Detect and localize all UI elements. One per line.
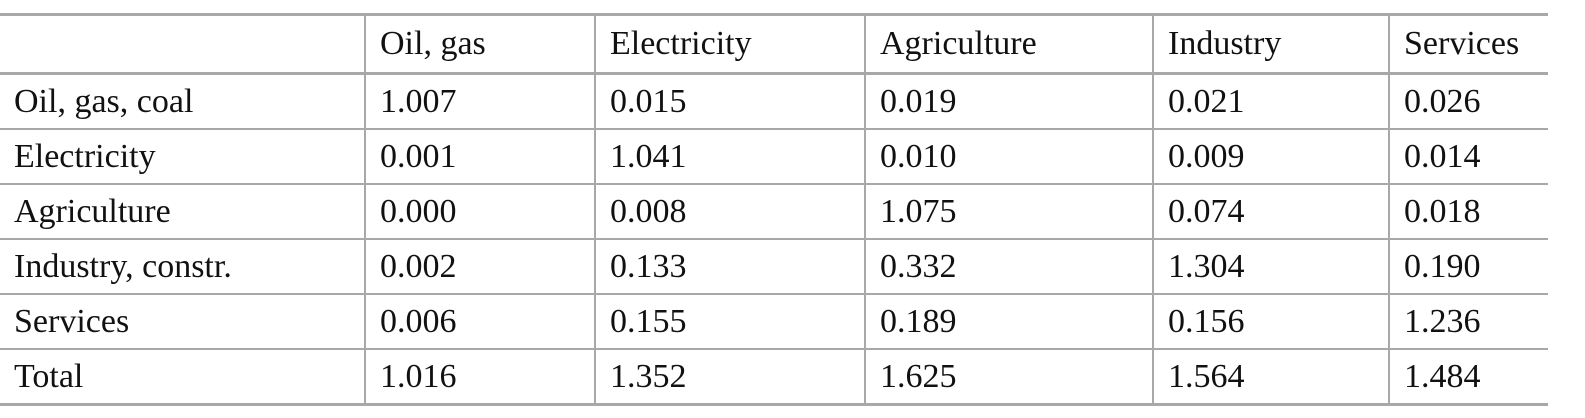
table-cell: 1.236 <box>1388 294 1548 349</box>
table-cell: 0.021 <box>1152 73 1389 129</box>
table-cell: 0.014 <box>1388 129 1548 184</box>
table-cell: 0.133 <box>594 239 865 294</box>
table-cell: 0.008 <box>594 184 865 239</box>
row-label: Electricity <box>14 138 156 175</box>
table-row: Electricity 0.001 1.041 0.010 0.009 0.01… <box>0 129 1548 184</box>
table-cell: 1.484 <box>1388 349 1548 405</box>
table-cell: 0.074 <box>1152 184 1389 239</box>
header-cell-services: Services <box>1388 14 1548 75</box>
table-cell: 1.304 <box>1152 239 1389 294</box>
table-cell: 0.026 <box>1388 73 1548 129</box>
table-cell: 0.156 <box>1152 294 1389 349</box>
header-cell-agriculture: Agriculture <box>864 14 1153 75</box>
table-cell: 0.332 <box>864 239 1153 294</box>
row-label: Industry, constr. <box>14 248 232 285</box>
table-cell: 1.352 <box>594 349 865 405</box>
header-cell-industry: Industry <box>1152 14 1389 75</box>
table-row: Industry, constr. 0.002 0.133 0.332 1.30… <box>0 239 1548 294</box>
table-cell: 0.000 <box>364 184 595 239</box>
table-row-total: Total 1.016 1.352 1.625 1.564 1.484 <box>0 349 1548 405</box>
table-cell: 0.002 <box>364 239 595 294</box>
table-cell: 0.015 <box>594 73 865 129</box>
row-label: Oil, gas, coal <box>14 83 194 120</box>
table-cell: 0.189 <box>864 294 1153 349</box>
table-cell: 1.075 <box>864 184 1153 239</box>
row-label: Services <box>14 303 130 340</box>
table-row: Services 0.006 0.155 0.189 0.156 1.236 <box>0 294 1548 349</box>
table-cell: 1.007 <box>364 73 595 129</box>
table-cell: 1.625 <box>864 349 1153 405</box>
table-cell: 0.009 <box>1152 129 1389 184</box>
header-cell-electricity: Electricity <box>594 14 865 75</box>
table-cell: 1.564 <box>1152 349 1389 405</box>
table-cell: 0.190 <box>1388 239 1548 294</box>
table-row: Oil, gas, coal 1.007 0.015 0.019 0.021 0… <box>0 73 1548 129</box>
table-cell: 0.006 <box>364 294 595 349</box>
table-cell: 1.016 <box>364 349 595 405</box>
multiplier-table: Oil, gas Electricity Agriculture Industr… <box>0 13 1548 406</box>
row-label: Total <box>14 358 84 395</box>
row-label: Agriculture <box>14 193 171 230</box>
header-cell-corner <box>0 14 365 75</box>
table-cell: 0.018 <box>1388 184 1548 239</box>
table-cell: 0.010 <box>864 129 1153 184</box>
table-cell: 0.155 <box>594 294 865 349</box>
table-cell: 0.001 <box>364 129 595 184</box>
table-cell: 1.041 <box>594 129 865 184</box>
header-cell-oil-gas: Oil, gas <box>364 14 595 75</box>
table-cell: 0.019 <box>864 73 1153 129</box>
table-header-row: Oil, gas Electricity Agriculture Industr… <box>0 14 1548 75</box>
table-row: Agriculture 0.000 0.008 1.075 0.074 0.01… <box>0 184 1548 239</box>
